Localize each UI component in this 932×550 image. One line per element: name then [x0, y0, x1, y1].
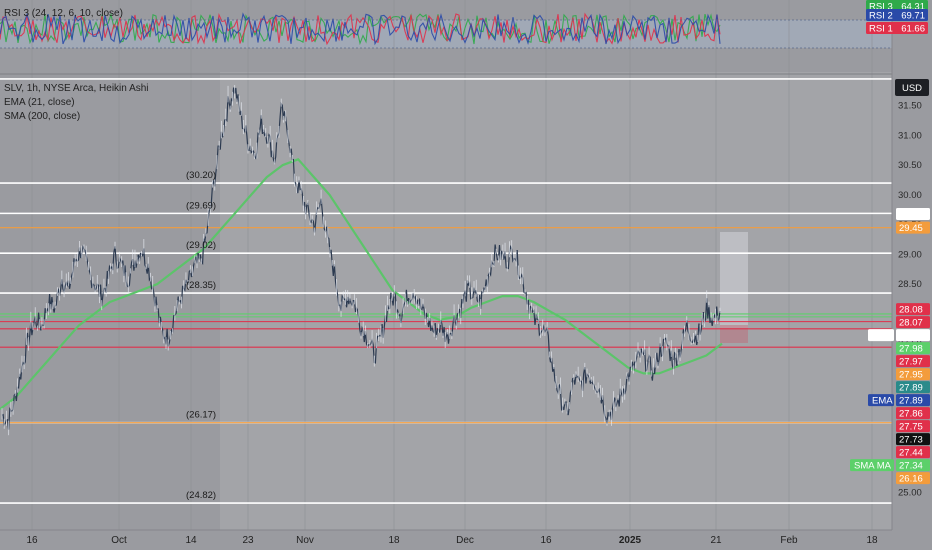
price-tag-prefix-bg: [868, 329, 894, 342]
price-tag-bg: [896, 303, 930, 316]
price-tag-bg: [896, 472, 930, 485]
price-tick-label: 31.50: [898, 101, 922, 112]
time-label[interactable]: 18: [866, 535, 878, 546]
rsi-tag-bg: [866, 9, 928, 21]
time-label[interactable]: 16: [26, 535, 38, 546]
time-label[interactable]: Oct: [111, 535, 127, 546]
level-lines: [0, 78, 892, 504]
ema-legend[interactable]: EMA (21, close): [4, 97, 75, 108]
level-label-12: (24.82): [186, 490, 216, 501]
price-tick-label: 31.00: [898, 130, 922, 141]
price-tag-bg: [896, 342, 930, 355]
price-tag-value: 28.07: [899, 318, 923, 329]
ema-line: [0, 158, 723, 410]
price-tag-value: 27.73: [899, 435, 923, 446]
rsi-tag-value: 64.31: [901, 2, 925, 13]
price-tag-bg: [896, 446, 930, 459]
time-axis[interactable]: [0, 530, 932, 550]
highlight-band: [220, 72, 892, 532]
price-tick-label: 29.00: [898, 249, 922, 260]
price-tag-value: 27.86: [899, 409, 923, 420]
price-tag-bg: [896, 207, 930, 220]
level-label-0: (30.20): [186, 170, 216, 181]
sma-legend[interactable]: SMA (200, close): [4, 111, 80, 122]
rsi-tag-value: 69.71: [901, 11, 925, 22]
level-label-4: (28.35): [186, 280, 216, 291]
time-label[interactable]: Feb: [780, 535, 798, 546]
grid-lines: [31, 0, 873, 530]
time-label[interactable]: 23: [242, 535, 254, 546]
rsi-tag-label: RSI 3: [869, 2, 893, 13]
price-tag-value: 28.08: [899, 305, 923, 316]
price-tag-value: 27.89: [899, 383, 923, 394]
series-layer: [0, 85, 723, 436]
price-tag-bg: [896, 420, 930, 433]
rsi-line-3: [0, 12, 721, 46]
time-label[interactable]: 16: [540, 535, 552, 546]
level-label-1: (29.69): [186, 200, 216, 211]
rsi-tag-label: RSI 2: [869, 11, 893, 22]
price-tick-label: 28.50: [898, 279, 922, 290]
price-tag-value: 27.89: [899, 396, 923, 407]
rsi-tag-value: 61.66: [901, 24, 925, 35]
price-tag-prefix: SMA MA: [854, 461, 892, 472]
time-label[interactable]: 21: [710, 535, 722, 546]
price-tag-value: 27.97: [899, 357, 923, 368]
projection-box-bottom: [720, 325, 748, 343]
price-tag-value: 29.68: [899, 209, 923, 220]
price-tags: 29.68 29.45 28.08 28.07 28.05 SLV 27.98 27.97 27…: [850, 207, 930, 485]
rsi-line-2: [0, 12, 721, 46]
price-tag-prefix-bg: [850, 459, 894, 472]
projection-box: [720, 232, 748, 328]
price-tag-value: 27.98: [899, 344, 923, 355]
level-labels: (30.20) (29.69) (29.02) (28.35) (26.17) (24.8…: [186, 170, 216, 501]
price-tick-label: 25.00: [898, 487, 922, 498]
level-label-10: (26.17): [186, 410, 216, 421]
price-tag-value: 27.95: [899, 370, 923, 381]
level-label-3: (29.02): [186, 240, 216, 251]
rsi-tags: RSI 3 64.31 RSI 2 69.71 RSI 1 61.66: [866, 0, 928, 35]
price-tag-bg: [896, 221, 930, 234]
price-tag-prefix: EMA: [872, 396, 893, 407]
price-tag-value: 28.05: [899, 331, 923, 342]
price-tag-bg: [896, 433, 930, 446]
price-tag-value: 27.44: [899, 448, 923, 459]
rsi-legend[interactable]: RSI 3 (24, 12, 6, 10, close): [4, 8, 123, 19]
time-label[interactable]: Nov: [296, 535, 314, 546]
chart-title[interactable]: SLV, 1h, NYSE Arca, Heikin Ashi: [4, 83, 149, 94]
price-tag-bg: [896, 381, 930, 394]
price-tag-bg: [896, 459, 930, 472]
time-label[interactable]: 18: [388, 535, 400, 546]
currency-button-bg[interactable]: [895, 79, 929, 96]
time-label[interactable]: 2025: [619, 535, 642, 546]
price-tag-bg: [896, 329, 930, 342]
price-tag-bg: [896, 368, 930, 381]
price-tag-bg: [896, 316, 930, 329]
price-tag-value: 26.16: [899, 474, 923, 485]
price-tag-bg: [896, 394, 930, 407]
price-tick-label: 30.50: [898, 160, 922, 171]
price-tag-value: 27.75: [899, 422, 923, 433]
price-tag-prefix-bg: [868, 394, 894, 407]
rsi-tag-bg: [866, 22, 928, 34]
price-tag-prefix: SLV: [872, 331, 890, 342]
rsi-tag-label: RSI 1: [869, 24, 893, 35]
time-label[interactable]: Dec: [456, 535, 474, 546]
price-tick-label: 30.00: [898, 190, 922, 201]
price-tag-value: 29.45: [899, 223, 923, 234]
currency-button[interactable]: USD: [902, 83, 922, 94]
time-labels: 16 Oct 14 23 Nov 18 Dec 16 2025 21 Feb 18: [26, 535, 878, 546]
time-label[interactable]: 14: [185, 535, 197, 546]
price-tag-bg: [896, 407, 930, 420]
price-tag-value: 27.34: [899, 461, 923, 472]
price-tag-bg: [896, 355, 930, 368]
